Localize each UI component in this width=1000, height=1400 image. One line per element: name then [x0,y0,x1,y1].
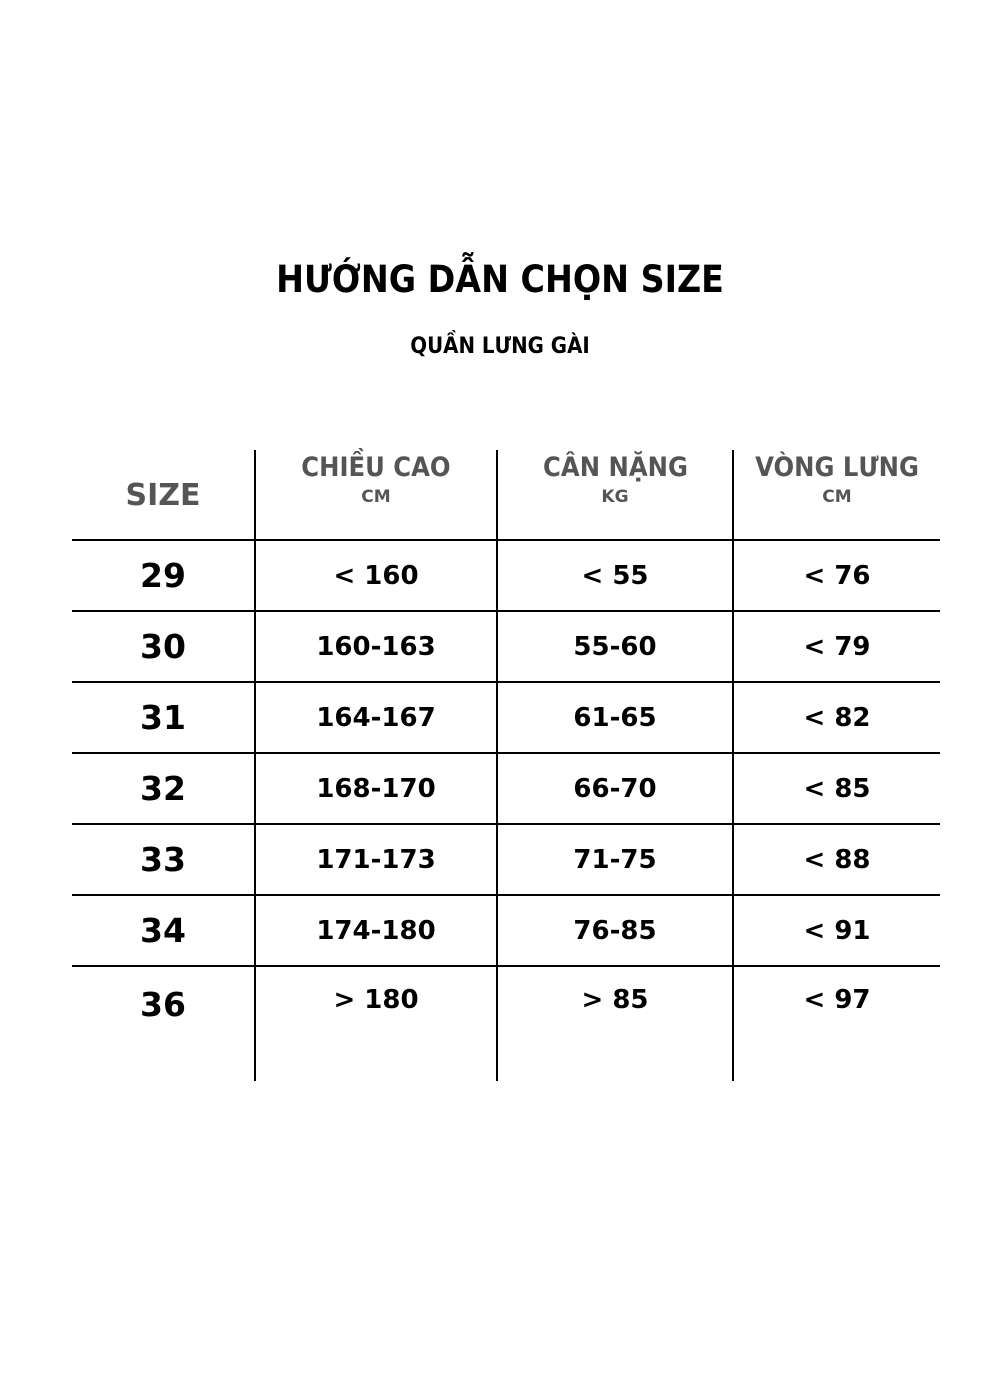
header-label: CHIỀU CAO [301,452,451,483]
cell-size: 32 [140,769,186,808]
cell-waist: < 82 [732,683,940,752]
header-unit: CM [822,487,852,507]
cell-waist: < 79 [732,612,940,681]
cell-size: 36 [140,985,186,1024]
page-title: HƯỚNG DẪN CHỌN SIZE [276,258,724,301]
cell-weight: 55-60 [496,612,732,681]
cell-waist: < 88 [732,825,940,894]
table-row: 33 171-173 71-75 < 88 [72,825,940,896]
cell-weight: > 85 [496,967,732,1081]
header-label: VÒNG LƯNG [755,452,919,483]
table-row: 32 168-170 66-70 < 85 [72,754,940,825]
cell-size: 33 [140,840,186,879]
table-row: 31 164-167 61-65 < 82 [72,683,940,754]
cell-weight: 66-70 [496,754,732,823]
size-table: SIZE CHIỀU CAO CM CÂN NẶNG KG VÒNG LƯNG CM … [72,450,940,1081]
cell-waist: < 76 [732,541,940,610]
cell-height: 164-167 [254,683,496,752]
header-unit: CM [361,487,391,507]
table-row: 30 160-163 55-60 < 79 [72,612,940,683]
cell-size: 29 [140,556,186,595]
table-row: 29 < 160 < 55 < 76 [72,541,940,612]
cell-height: 171-173 [254,825,496,894]
header-label: SIZE [125,478,201,513]
cell-size: 34 [140,911,186,950]
cell-height: 168-170 [254,754,496,823]
cell-height: > 180 [254,967,496,1081]
cell-size: 30 [140,627,186,666]
cell-weight: 61-65 [496,683,732,752]
cell-weight: 71-75 [496,825,732,894]
cell-waist: < 97 [732,967,940,1081]
table-header-row: SIZE CHIỀU CAO CM CÂN NẶNG KG VÒNG LƯNG CM [72,450,940,541]
cell-waist: < 91 [732,896,940,965]
header-label: CÂN NẶNG [542,452,688,483]
page-subtitle: QUẦN LƯNG GÀI [410,334,590,359]
cell-weight: 76-85 [496,896,732,965]
header-size: SIZE [72,450,254,539]
header-waist: VÒNG LƯNG CM [732,450,940,539]
cell-height: < 160 [254,541,496,610]
cell-weight: < 55 [496,541,732,610]
table-row: 36 > 180 > 85 < 97 [72,967,940,1081]
header-height: CHIỀU CAO CM [254,450,496,539]
header-unit: KG [601,487,629,507]
cell-waist: < 85 [732,754,940,823]
cell-height: 160-163 [254,612,496,681]
cell-height: 174-180 [254,896,496,965]
cell-size: 31 [140,698,186,737]
header-weight: CÂN NẶNG KG [496,450,732,539]
table-row: 34 174-180 76-85 < 91 [72,896,940,967]
